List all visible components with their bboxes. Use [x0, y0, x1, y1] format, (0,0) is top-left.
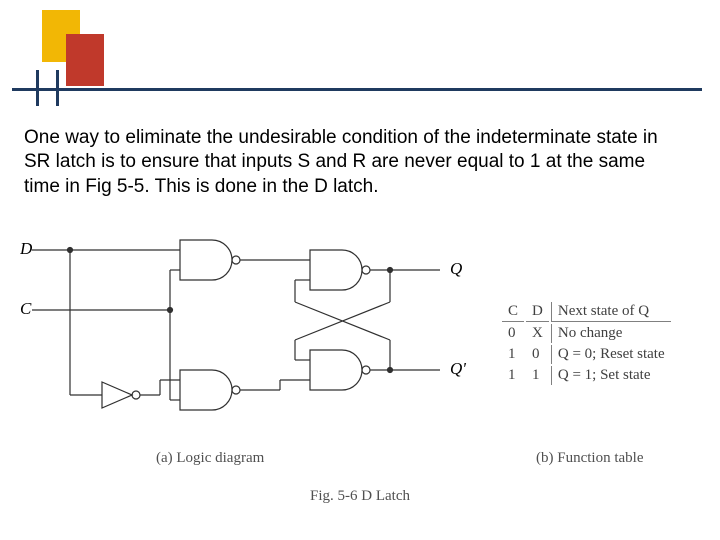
label-qbar: Q' — [450, 359, 466, 378]
body-text-run: One way to eliminate the undesirable con… — [24, 127, 658, 197]
deco-navy-underline — [12, 88, 702, 91]
label-d: D — [20, 239, 33, 258]
nand2-bubble — [232, 386, 240, 394]
slide: One way to eliminate the undesirable con… — [0, 0, 720, 540]
ft-r2c1: 1 — [526, 366, 549, 385]
ft-r1c1: 0 — [526, 345, 549, 364]
ft-hdr-next: Next state of Q — [551, 302, 671, 322]
label-c: C — [20, 299, 32, 318]
ft-r0c2: No change — [551, 324, 671, 343]
ft-hdr-c: C — [502, 302, 524, 322]
not-body — [102, 382, 132, 408]
nand4-body — [310, 350, 362, 390]
nand3-bubble — [362, 266, 370, 274]
deco-red-box — [66, 34, 104, 86]
function-table-table: C D Next state of Q 0 X No change 1 0 Q … — [500, 300, 673, 387]
label-q: Q — [450, 259, 462, 278]
ft-r0c0: 0 — [502, 324, 524, 343]
ft-r1c2: Q = 0; Reset state — [551, 345, 671, 364]
nand2-body — [180, 370, 232, 410]
ft-r1c0: 1 — [502, 345, 524, 364]
ft-hdr-d: D — [526, 302, 549, 322]
logic-diagram: D C Q Q' — [20, 232, 490, 422]
body-paragraph: One way to eliminate the undesirable con… — [24, 126, 664, 199]
figure-caption: Fig. 5-6 D Latch — [310, 488, 410, 505]
nand4-bubble — [362, 366, 370, 374]
ft-r2c2: Q = 1; Set state — [551, 366, 671, 385]
caption-logic-diagram: (a) Logic diagram — [156, 450, 264, 467]
ft-r2c0: 1 — [502, 366, 524, 385]
deco-navy-tick-2 — [56, 70, 59, 106]
nand1-body — [180, 240, 232, 280]
nand3-body — [310, 250, 362, 290]
nand1-bubble — [232, 256, 240, 264]
function-table: C D Next state of Q 0 X No change 1 0 Q … — [500, 300, 673, 387]
deco-navy-tick-1 — [36, 70, 39, 106]
ft-r0c1: X — [526, 324, 549, 343]
caption-function-table: (b) Function table — [536, 450, 643, 467]
logic-diagram-svg: D C Q Q' — [20, 232, 490, 422]
